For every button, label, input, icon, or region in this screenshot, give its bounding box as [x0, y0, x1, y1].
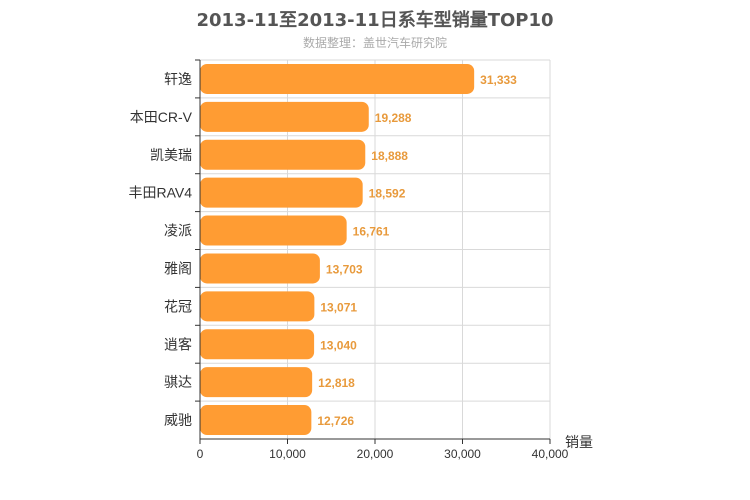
value-label: 18,888: [371, 149, 408, 163]
category-label: 骐达: [164, 374, 192, 390]
bar: [200, 63, 475, 94]
x-tick-label: 0: [197, 447, 204, 461]
value-label: 12,726: [317, 414, 354, 428]
value-label: 12,818: [318, 376, 355, 390]
x-axis-label: 销量: [565, 434, 593, 450]
category-label: 轩逸: [164, 71, 192, 87]
category-label: 逍客: [164, 336, 192, 352]
category-label: 丰田RAV4: [128, 185, 192, 201]
bar: [200, 215, 347, 246]
bar: [200, 253, 320, 284]
x-tick-label: 40,000: [532, 447, 569, 461]
bar: [200, 291, 315, 322]
x-tick-label: 20,000: [357, 447, 394, 461]
chart-title: 2013-11至2013-11日系车型销量TOP10: [196, 10, 554, 31]
x-tick-label: 30,000: [444, 447, 481, 461]
category-label: 雅阁: [164, 260, 192, 276]
bar: [200, 101, 369, 132]
bar: [200, 329, 315, 360]
x-tick-label: 10,000: [269, 447, 306, 461]
value-label: 31,333: [480, 73, 517, 87]
category-label: 花冠: [164, 298, 192, 314]
bar: [200, 367, 313, 398]
value-label: 18,592: [369, 187, 406, 201]
value-label: 19,288: [375, 111, 412, 125]
bar: [200, 177, 363, 208]
value-label: 13,071: [320, 300, 357, 314]
value-label: 16,761: [353, 225, 390, 239]
category-label: 威驰: [164, 412, 192, 428]
bar: [200, 405, 312, 436]
category-label: 本田CR-V: [130, 109, 193, 125]
chart-subtitle: 数据整理：盖世汽车研究院: [302, 36, 447, 50]
category-label: 凌派: [164, 223, 192, 239]
value-label: 13,703: [326, 262, 363, 276]
bar: [200, 139, 366, 170]
category-label: 凯美瑞: [150, 147, 192, 163]
bars: 31,333 19,288 18,888 18,592 16,761 13,703 13,0…: [200, 63, 517, 436]
value-label: 13,040: [320, 338, 357, 352]
